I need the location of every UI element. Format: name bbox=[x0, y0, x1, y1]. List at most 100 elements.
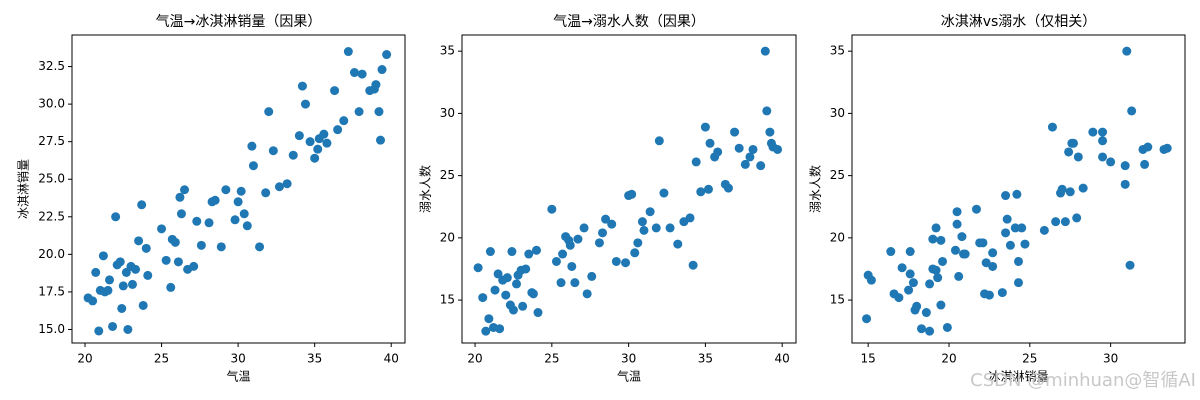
point bbox=[601, 214, 611, 224]
point bbox=[478, 293, 488, 303]
point bbox=[862, 314, 872, 324]
point bbox=[501, 290, 511, 300]
point bbox=[556, 278, 566, 288]
y-tick-label: 22.5 bbox=[38, 209, 65, 223]
point bbox=[936, 235, 946, 245]
y-tick-label: 30.0 bbox=[38, 97, 65, 111]
point bbox=[952, 207, 962, 217]
point bbox=[216, 242, 226, 252]
point bbox=[371, 80, 381, 90]
point bbox=[91, 267, 101, 277]
point bbox=[1127, 106, 1137, 116]
point bbox=[952, 219, 962, 229]
point bbox=[376, 135, 386, 145]
point bbox=[730, 127, 740, 137]
point bbox=[274, 182, 284, 192]
point bbox=[204, 218, 214, 228]
y-tick-label: 30 bbox=[440, 106, 455, 120]
point bbox=[374, 107, 384, 117]
point bbox=[175, 192, 185, 202]
point bbox=[490, 285, 500, 295]
x-tick-label: 30 bbox=[230, 352, 245, 366]
point bbox=[756, 161, 766, 171]
point bbox=[1098, 136, 1108, 146]
chart-title: 冰淇淋vs溺水（仅相关） bbox=[941, 14, 1097, 30]
point bbox=[912, 301, 922, 311]
point bbox=[1073, 152, 1083, 162]
point bbox=[740, 159, 750, 169]
point bbox=[508, 305, 518, 315]
point bbox=[105, 275, 115, 285]
point bbox=[1098, 152, 1108, 162]
point bbox=[1122, 46, 1132, 56]
point bbox=[157, 224, 167, 234]
point bbox=[598, 228, 608, 238]
point bbox=[960, 249, 970, 259]
point bbox=[264, 107, 274, 117]
point bbox=[294, 131, 304, 141]
point bbox=[908, 278, 918, 288]
point bbox=[905, 269, 915, 279]
point bbox=[773, 144, 783, 154]
point bbox=[921, 308, 931, 318]
point bbox=[700, 122, 710, 132]
y-tick-label: 15 bbox=[440, 293, 455, 307]
point bbox=[607, 219, 617, 229]
point bbox=[268, 146, 278, 156]
point bbox=[131, 264, 141, 274]
point bbox=[170, 237, 180, 247]
point bbox=[339, 116, 349, 126]
point bbox=[103, 285, 113, 295]
y-tick-label: 35 bbox=[440, 44, 455, 58]
point bbox=[981, 258, 991, 268]
point bbox=[582, 289, 592, 299]
point bbox=[134, 236, 144, 246]
x-tick-label: 15 bbox=[861, 352, 876, 366]
point bbox=[547, 204, 557, 214]
point bbox=[176, 209, 186, 219]
point bbox=[1002, 214, 1012, 224]
point bbox=[954, 271, 964, 281]
point bbox=[1067, 138, 1077, 148]
point bbox=[88, 296, 98, 306]
point bbox=[975, 238, 985, 248]
point bbox=[484, 314, 494, 324]
point bbox=[521, 264, 531, 274]
x-tick-label: 20 bbox=[941, 352, 956, 366]
point bbox=[928, 264, 938, 274]
point bbox=[221, 185, 231, 195]
point bbox=[594, 238, 604, 248]
point bbox=[196, 240, 206, 250]
point bbox=[673, 239, 683, 249]
point bbox=[748, 144, 758, 154]
point bbox=[1064, 147, 1074, 157]
point bbox=[377, 65, 387, 75]
point bbox=[1078, 183, 1088, 193]
point bbox=[98, 251, 108, 261]
point bbox=[493, 269, 503, 279]
point bbox=[1088, 127, 1098, 137]
point bbox=[1005, 240, 1015, 250]
point bbox=[138, 300, 148, 310]
point bbox=[1125, 260, 1135, 270]
y-tick-label: 15.0 bbox=[38, 322, 65, 336]
point bbox=[723, 183, 733, 193]
point bbox=[161, 255, 171, 265]
point bbox=[917, 324, 927, 334]
point bbox=[1106, 157, 1116, 167]
point bbox=[651, 223, 661, 233]
point bbox=[659, 188, 669, 198]
point bbox=[938, 256, 948, 266]
y-tick-label: 20 bbox=[830, 230, 845, 244]
point bbox=[313, 144, 323, 154]
point bbox=[507, 247, 517, 257]
point bbox=[630, 248, 640, 258]
point bbox=[703, 184, 713, 194]
point bbox=[502, 273, 512, 283]
point bbox=[180, 185, 190, 195]
point bbox=[485, 247, 495, 257]
point bbox=[1120, 161, 1130, 171]
point bbox=[1143, 142, 1153, 152]
